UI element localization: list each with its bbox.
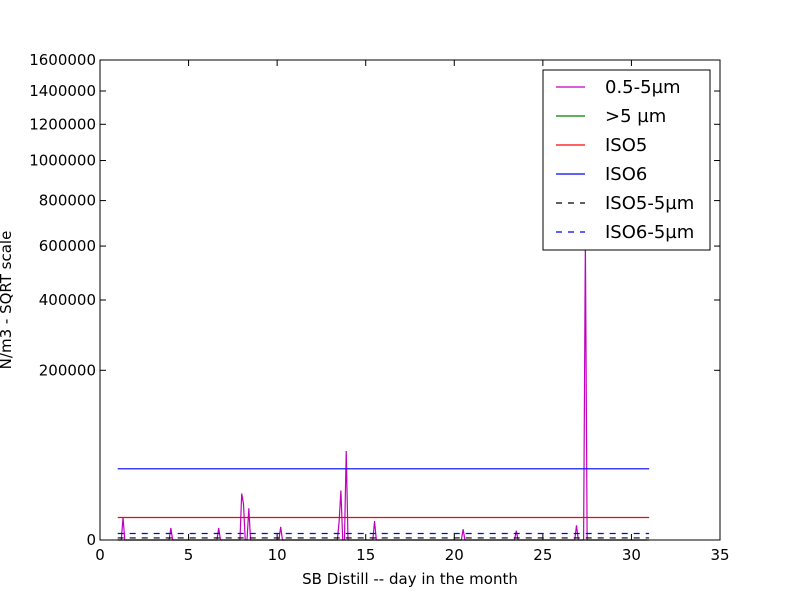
legend-label-6: ISO6-5µm <box>605 222 694 243</box>
y-tick-label: 1000000 <box>29 152 96 170</box>
y-tick-label: 200000 <box>39 361 96 379</box>
legend-label-2: >5 µm <box>605 106 666 127</box>
x-tick-label: 0 <box>95 546 105 564</box>
y-tick-label: 800000 <box>39 192 96 210</box>
y-tick-label: 1600000 <box>29 51 96 69</box>
x-tick-label: 20 <box>445 546 464 564</box>
x-tick-label: 10 <box>268 546 287 564</box>
x-tick-label: 35 <box>710 546 729 564</box>
y-tick-label: 600000 <box>39 237 96 255</box>
x-tick-label: 5 <box>184 546 194 564</box>
y-tick-label: 1200000 <box>29 115 96 133</box>
x-axis-label: SB Distill -- day in the month <box>302 570 518 588</box>
x-tick-label: 30 <box>622 546 641 564</box>
axes: 0 5 10 15 20 25 30 35 0 200000 400000 600000 800000 1… <box>29 51 729 564</box>
legend-box <box>542 69 711 251</box>
legend-label-1: 0.5-5µm <box>605 77 681 98</box>
y-tick-label: 1400000 <box>29 82 96 100</box>
x-tick-label: 15 <box>356 546 375 564</box>
legend-label-5: ISO5-5µm <box>605 193 694 214</box>
x-tick-label: 25 <box>533 546 552 564</box>
legend: 0.5-5µm >5 µm ISO5 ISO6 ISO5-5µm ISO6-5µm <box>542 69 711 251</box>
legend-label-4: ISO6 <box>605 164 647 185</box>
legend-label-3: ISO5 <box>605 135 647 156</box>
y-axis-label: N/m3 - SQRT scale <box>0 231 15 370</box>
y-tick-label: 0 <box>86 531 96 549</box>
y-tick-label: 400000 <box>39 291 96 309</box>
